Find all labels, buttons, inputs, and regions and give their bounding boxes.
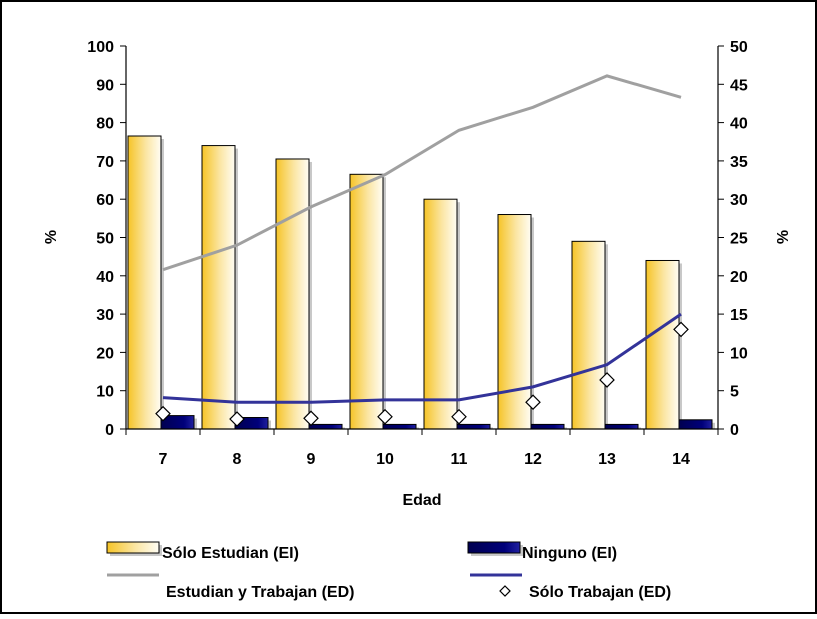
right-tick-label: 10 [730, 345, 748, 362]
x-tick-label: 9 [307, 451, 316, 468]
legend-swatch-ninguno [467, 541, 521, 554]
x-tick-label: 8 [233, 451, 242, 468]
right-tick-label: 5 [730, 384, 739, 401]
legend-label: Sólo Estudian (EI) [162, 545, 299, 562]
left-tick-label: 0 [105, 422, 114, 439]
x-tick-label: 13 [598, 451, 616, 468]
x-tick-label: 11 [451, 451, 468, 468]
marker-solo-trabajan [377, 408, 393, 425]
bar-ninguno [678, 419, 713, 430]
right-tick-label: 40 [730, 116, 748, 133]
bar-solo-estudian [497, 214, 532, 430]
marker-solo-trabajan [673, 321, 689, 338]
right-tick-label: 35 [730, 154, 748, 171]
line-estudian-y-trabajan [162, 74, 682, 272]
bar-solo-estudian [423, 198, 458, 430]
x-axis-title: Edad [402, 492, 441, 509]
right-tick-label: 20 [730, 269, 748, 286]
x-tick-label: 14 [672, 451, 690, 468]
marker-solo-trabajan [599, 372, 615, 388]
bar-solo-estudian [127, 135, 162, 430]
bar-ninguno [382, 423, 417, 430]
x-tick-label: 10 [376, 451, 394, 468]
legend-swatch-solo-estudian [106, 541, 160, 554]
bar-ninguno [604, 423, 639, 430]
bar-solo-estudian [645, 259, 680, 430]
bar-solo-estudian [201, 145, 236, 430]
bar-ninguno [530, 423, 565, 430]
bar-solo-estudian [275, 158, 310, 430]
left-tick-label: 10 [96, 384, 114, 401]
marker-solo-trabajan [155, 405, 171, 422]
left-tick-label: 20 [96, 345, 114, 362]
right-tick-label: 25 [730, 231, 748, 248]
legend-label: Sólo Trabajan (ED) [529, 584, 671, 601]
right-tick-label: 50 [730, 39, 748, 56]
marker-solo-trabajan [229, 411, 245, 427]
left-tick-label: 40 [96, 269, 114, 286]
left-tick-label: 90 [96, 77, 114, 94]
legend-label: Ninguno (EI) [522, 545, 617, 562]
right-tick-label: 15 [730, 307, 748, 324]
left-tick-label: 30 [96, 307, 114, 324]
right-tick-label: 0 [730, 422, 739, 439]
left-tick-label: 60 [96, 192, 114, 209]
left-tick-label: 70 [96, 154, 114, 171]
bar-solo-estudian [571, 240, 606, 430]
marker-solo-trabajan [303, 410, 319, 427]
right-tick-label: 45 [730, 77, 748, 94]
left-tick-label: 100 [87, 39, 114, 56]
marker-solo-trabajan [451, 408, 467, 425]
right-axis-title: % [775, 230, 792, 244]
bar-solo-estudian [349, 173, 384, 430]
legend-swatch-solo-trabajan-marker [499, 585, 511, 597]
right-tick-label: 30 [730, 192, 748, 209]
left-tick-label: 80 [96, 116, 114, 133]
left-axis-title: % [43, 230, 60, 244]
line-solo-trabajan [162, 312, 682, 404]
legend-label: Estudian y Trabajan (ED) [166, 584, 354, 601]
left-tick-label: 50 [96, 231, 114, 248]
x-tick-label: 7 [159, 451, 168, 468]
x-tick-label: 12 [524, 451, 542, 468]
bar-ninguno [456, 423, 491, 430]
marker-solo-trabajan [525, 394, 541, 411]
bar-ninguno [308, 423, 343, 430]
